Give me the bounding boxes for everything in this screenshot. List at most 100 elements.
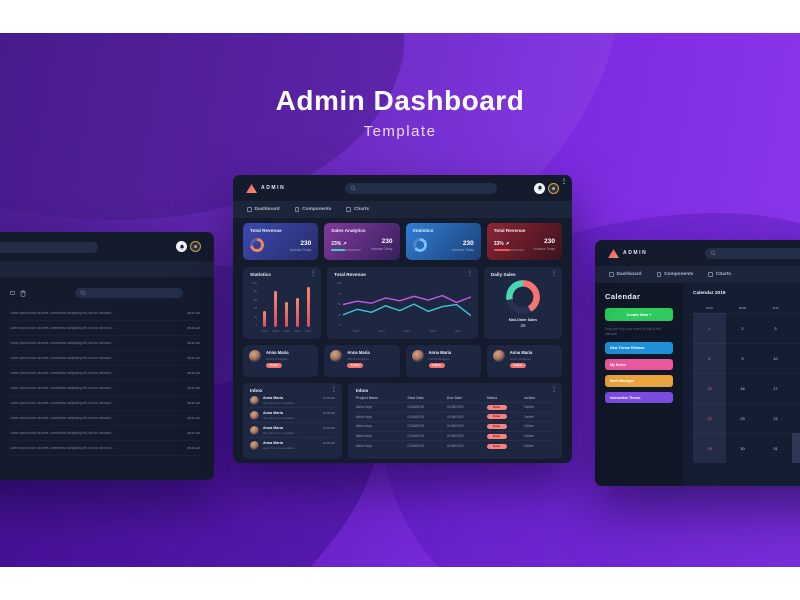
- avatar: [330, 350, 343, 362]
- calendar-date-cell[interactable]: 1: [693, 313, 726, 343]
- cell-start-date: 01/08/2018: [407, 444, 424, 449]
- notification-bell-icon[interactable]: [534, 182, 545, 194]
- hero-subtitle: Template: [363, 123, 437, 140]
- follow-button[interactable]: Follow: [509, 363, 526, 368]
- cell-project: Alicia Keys: [355, 405, 372, 410]
- mail-preview-text: Lorem ipsum dolor sit amet, consectetur …: [10, 311, 114, 315]
- mail-list-item[interactable]: Lorem ipsum dolor sit amet, consectetur …: [10, 366, 200, 381]
- profile-info: Anna Maria UI/UX Designer Follow: [266, 350, 289, 372]
- calendar-date-cell[interactable]: 9: [726, 343, 759, 373]
- calendar-date-cell[interactable]: 30: [726, 433, 759, 463]
- event-button[interactable]: My Event: [605, 358, 673, 371]
- nav-tab[interactable]: Charts: [346, 207, 369, 212]
- calendar-date-cell[interactable]: 11: [792, 343, 800, 373]
- nav-tab[interactable]: Components: [294, 207, 331, 212]
- calendar-body: Calendar Create New + Drag and drop your…: [595, 283, 800, 486]
- calendar-date-cell[interactable]: 18: [792, 373, 800, 403]
- nav-tab-icon: [708, 272, 713, 277]
- mail-list-item[interactable]: Lorem ipsum dolor sit amet, consectetur …: [10, 441, 200, 456]
- kebab-menu-icon[interactable]: ⋮: [310, 271, 317, 277]
- bottom-row: Inbox ⋮ Anna Maria Hey! There I'm availa…: [243, 383, 562, 459]
- x-tick: 2017: [454, 329, 462, 333]
- inbox-item[interactable]: Anna Maria Hey! There I'm available... 1…: [250, 438, 335, 452]
- mail-list-item[interactable]: Lorem ipsum dolor sit amet, consectetur …: [10, 306, 200, 321]
- calendar-date-cell[interactable]: 17: [759, 373, 792, 403]
- delete-action[interactable]: Delete: [524, 414, 534, 419]
- nav-tab-icon: [656, 272, 662, 277]
- mail-search-input[interactable]: [75, 288, 183, 298]
- delete-action[interactable]: Delete: [524, 405, 534, 410]
- search-input[interactable]: [345, 182, 497, 194]
- inbox-item[interactable]: Anna Maria Hey! There I'm available... 1…: [250, 423, 335, 438]
- calendar-date-cell[interactable]: 10: [759, 343, 792, 373]
- calendar-date-cell[interactable]: 24: [759, 403, 792, 433]
- user-avatar[interactable]: [190, 241, 201, 252]
- stat-caption: Increase Today: [289, 248, 312, 252]
- status-badge: Done: [486, 433, 507, 439]
- create-new-button[interactable]: Create New +: [605, 308, 673, 321]
- follow-button[interactable]: Follow: [266, 363, 282, 368]
- delete-action[interactable]: Delete: [524, 444, 534, 449]
- calendar-date-cell[interactable]: 1: [792, 433, 800, 463]
- inbox-item[interactable]: Anna Maria Hey! There I'm available... 1…: [250, 393, 335, 408]
- message-preview: Hey! There I'm available...: [263, 415, 297, 420]
- calendar-date-cell[interactable]: 3: [759, 313, 792, 343]
- nav-tab[interactable]: Components: [656, 272, 693, 277]
- calendar-date-cell[interactable]: 2: [726, 313, 759, 343]
- follow-button[interactable]: Follow: [428, 363, 445, 368]
- calendar-date-cell[interactable]: 29: [693, 433, 726, 463]
- stat-title: Total Revenue: [250, 228, 282, 233]
- calendar-day-label: MON: [738, 306, 747, 310]
- user-avatar[interactable]: [548, 182, 559, 194]
- x-tick: 2013: [352, 329, 360, 333]
- nav-tab[interactable]: Charts: [708, 272, 731, 277]
- chart-title: Total Revenue: [334, 272, 366, 277]
- nav-tab[interactable]: Dashboard: [247, 207, 280, 212]
- mail-list-item[interactable]: Lorem ipsum dolor sit amet, consectetur …: [10, 336, 200, 351]
- calendar-sidebar-title: Calendar: [605, 292, 641, 301]
- event-button[interactable]: New Theme Release: [605, 342, 673, 354]
- delete-action[interactable]: Delete: [524, 434, 534, 439]
- bar: [285, 301, 289, 327]
- trend-percent: 33% ↗: [493, 240, 510, 247]
- trash-icon[interactable]: [19, 289, 26, 297]
- mail-list-item[interactable]: Lorem ipsum dolor sit amet, consectetur …: [10, 426, 200, 441]
- mail-dashboard-window: Lorem ipsum dolor sit amet, consectetur …: [0, 232, 214, 480]
- calendar-date-cell[interactable]: 25: [792, 403, 800, 433]
- profiles-row: Anna Maria UI/UX Designer Follow Anna Ma…: [243, 345, 562, 377]
- calendar-date-cell[interactable]: 22: [693, 403, 726, 433]
- mail-preview-text: Lorem ipsum dolor sit amet, consectetur …: [10, 401, 114, 405]
- event-button[interactable]: Meet Manager: [605, 375, 673, 387]
- calendar-date-cell[interactable]: 8: [693, 343, 726, 373]
- calendar-date-cell[interactable]: 16: [726, 373, 759, 403]
- notification-bell-icon[interactable]: [176, 241, 187, 252]
- column-header: Project Name: [355, 395, 379, 400]
- follow-button[interactable]: Follow: [347, 363, 364, 368]
- mail-list-item[interactable]: Lorem ipsum dolor sit amet, consectetur …: [10, 351, 200, 366]
- mail-list-item[interactable]: Lorem ipsum dolor sit amet, consectetur …: [10, 381, 200, 396]
- mail-list-item[interactable]: Lorem ipsum dolor sit amet, consectetur …: [10, 411, 200, 426]
- calendar-date-cell[interactable]: 4: [792, 313, 800, 343]
- inbox-item[interactable]: Anna Maria Hey! There I'm available... 1…: [250, 408, 335, 423]
- stat-title: Sales Analytics: [331, 228, 366, 233]
- select-all-checkbox[interactable]: [10, 290, 15, 296]
- calendar-date-cell[interactable]: 23: [726, 403, 759, 433]
- kebab-menu-icon[interactable]: ⋮: [330, 387, 337, 393]
- calendar-date-cell[interactable]: 15: [693, 373, 726, 403]
- search-input[interactable]: [0, 242, 98, 253]
- search-input[interactable]: [705, 247, 800, 259]
- event-button[interactable]: Interactive Theme: [605, 391, 673, 404]
- kebab-menu-icon[interactable]: ⋮: [551, 387, 557, 393]
- delete-action[interactable]: Delete: [524, 424, 534, 429]
- profile-name: Anna Maria: [347, 350, 370, 355]
- stats-row: Total Revenue ⋮ 230 Increase Today Sales…: [243, 179, 567, 260]
- calendar-date-cell[interactable]: 31: [759, 433, 792, 463]
- nav-tab[interactable]: Dashboard: [609, 272, 642, 277]
- sender-name: Anna Maria: [263, 410, 283, 415]
- mail-list-item[interactable]: Lorem ipsum dolor sit amet, consectetur …: [10, 396, 200, 411]
- cell-start-date: 01/08/2018: [407, 405, 424, 410]
- mail-list-item[interactable]: Lorem ipsum dolor sit amet, consectetur …: [10, 321, 200, 336]
- kebab-menu-icon[interactable]: ⋮: [551, 271, 558, 277]
- kebab-menu-icon[interactable]: ⋮: [466, 271, 473, 277]
- calendar-sidebar: Calendar Create New + Drag and drop your…: [595, 283, 683, 486]
